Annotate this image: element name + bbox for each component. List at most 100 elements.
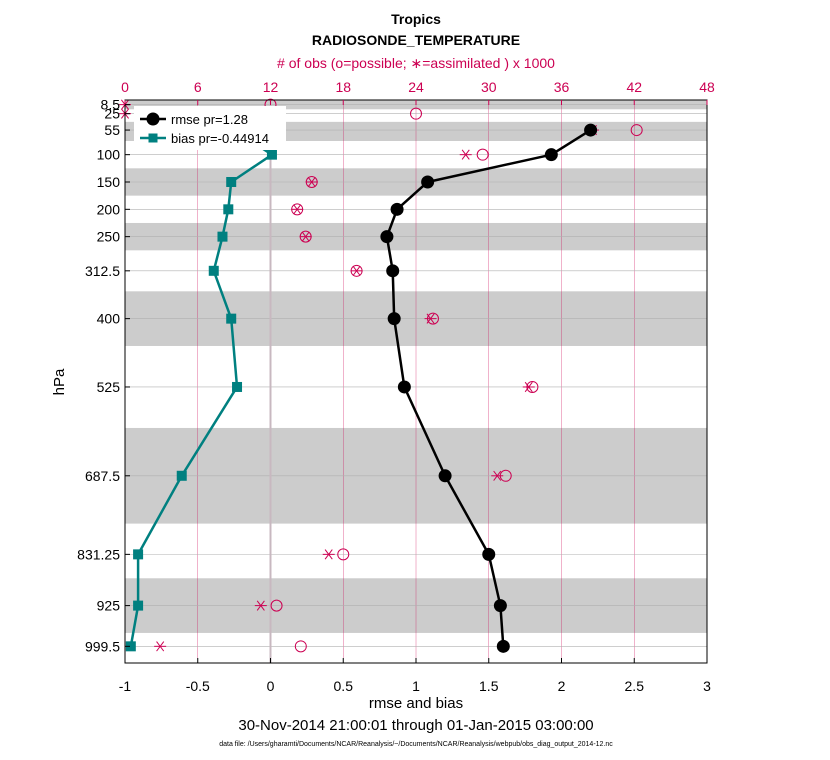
x-tick-label: 1.5 xyxy=(479,678,499,694)
top-tick-label: 6 xyxy=(194,79,202,95)
asterisk-stroke xyxy=(256,600,265,611)
asterisk-stroke xyxy=(493,470,502,481)
asterisk-stroke xyxy=(301,231,310,242)
obs-possible-marker xyxy=(410,107,422,120)
obs-assimilated-marker xyxy=(424,313,437,324)
asterisk-stroke xyxy=(426,313,435,324)
legend-bias-label: bias pr=-0.44914 xyxy=(171,131,269,146)
obs-assimilated-marker xyxy=(322,549,335,560)
obs-assimilated-marker xyxy=(350,265,363,276)
rmse-point xyxy=(386,264,400,278)
y-tick-label: 831.25 xyxy=(77,546,120,562)
rmse-point xyxy=(397,380,411,394)
rmse-point xyxy=(390,202,404,216)
y-tick-label: 200 xyxy=(97,201,121,217)
y-tick-label: 55 xyxy=(104,122,120,138)
obs-assimilated-marker xyxy=(154,641,167,652)
top-tick-label: 0 xyxy=(121,79,129,95)
obs-assimilated-marker xyxy=(522,381,535,393)
legend-rmse-marker xyxy=(146,112,160,126)
asterisk-stroke xyxy=(524,381,533,393)
y-tick-label: 250 xyxy=(97,229,121,245)
asterisk-stroke xyxy=(307,176,316,188)
x-tick-label: -0.5 xyxy=(186,678,210,694)
obs-possible-marker xyxy=(630,124,643,137)
y-tick-label: 100 xyxy=(97,147,121,163)
obs-assimilated-marker xyxy=(491,470,504,481)
obs-assimilated-marker xyxy=(299,231,312,242)
x-tick-label: -1 xyxy=(119,678,132,694)
top-tick-label: 48 xyxy=(699,79,715,95)
bias-point xyxy=(125,641,136,652)
y-axis-label: hPa xyxy=(51,368,68,395)
top-axis-ticks: 0 6 12 18 24 30 36 42 48 xyxy=(121,79,715,105)
bias-point xyxy=(133,600,144,611)
y-tick-label: 312.5 xyxy=(85,263,120,279)
rmse-point xyxy=(380,230,394,244)
legend-bias-marker xyxy=(148,133,158,143)
bias-point xyxy=(266,149,277,160)
rmse-point xyxy=(496,639,510,653)
bias-point xyxy=(223,204,234,215)
obs-possible-marker xyxy=(337,548,350,561)
top-tick-label: 18 xyxy=(335,79,351,95)
asterisk-stroke xyxy=(461,149,470,160)
asterisk-stroke xyxy=(156,641,165,652)
obs-assimilated-marker xyxy=(459,149,472,160)
legend: rmse pr=1.28 bias pr=-0.44914 xyxy=(134,106,286,150)
obs-assimilated-marker xyxy=(305,176,318,188)
top-tick-label: 12 xyxy=(263,79,279,95)
bias-series xyxy=(125,125,277,652)
obs-possible-marker xyxy=(476,148,489,161)
chart-title-variable: RADIOSONDE_TEMPERATURE xyxy=(312,32,520,48)
x-tick-label: 0 xyxy=(267,678,275,694)
bias-point xyxy=(217,231,228,242)
y-tick-label: 25 xyxy=(104,106,120,122)
bias-point xyxy=(208,265,219,276)
rmse-series xyxy=(380,123,598,653)
rmse-point xyxy=(482,547,496,561)
bias-point xyxy=(133,549,144,560)
asterisk-stroke xyxy=(352,265,361,276)
date-range-label: 30-Nov-2014 21:00:01 through 01-Jan-2015… xyxy=(238,717,593,734)
asterisk-stroke xyxy=(293,204,302,215)
observation-markers xyxy=(119,98,643,653)
obs-assimilated-marker xyxy=(291,204,304,215)
obs-possible-marker xyxy=(270,599,283,612)
asterisk-stroke xyxy=(324,549,333,560)
bottom-axis-ticks: -1 -0.5 0 0.5 1 1.5 2 2.5 3 xyxy=(119,658,711,694)
data-file-label: data file: /Users/gharamti/Documents/NCA… xyxy=(219,741,613,748)
rmse-point xyxy=(421,175,435,189)
y-tick-label: 687.5 xyxy=(85,468,120,484)
rmse-line xyxy=(385,129,592,647)
x-tick-label: 2.5 xyxy=(625,678,645,694)
legend-box xyxy=(134,106,286,150)
bias-point xyxy=(226,176,237,187)
rmse-point xyxy=(493,599,507,613)
bias-line xyxy=(129,129,274,647)
bias-point xyxy=(232,381,243,392)
top-axis-label: # of obs (o=possible; ∗=assimilated ) x … xyxy=(277,55,555,71)
obs-assimilated-marker xyxy=(254,600,267,611)
bias-point xyxy=(226,313,237,324)
rmse-point xyxy=(438,469,452,483)
top-tick-label: 36 xyxy=(554,79,570,95)
y-tick-label: 400 xyxy=(97,311,121,327)
y-tick-label: 8.5 xyxy=(101,97,121,113)
bias-point xyxy=(176,470,187,481)
y-tick-label: 999.5 xyxy=(85,638,120,654)
top-tick-label: 30 xyxy=(481,79,497,95)
rmse-point xyxy=(544,148,558,162)
legend-rmse-label: rmse pr=1.28 xyxy=(171,112,248,127)
obs-possible-marker xyxy=(294,640,307,653)
x-tick-label: 3 xyxy=(703,678,711,694)
x-tick-label: 0.5 xyxy=(334,678,354,694)
y-tick-label: 925 xyxy=(97,598,121,614)
top-tick-label: 24 xyxy=(408,79,424,95)
y-tick-label: 525 xyxy=(97,379,121,395)
x-tick-label: 2 xyxy=(558,678,566,694)
rmse-point xyxy=(584,123,598,137)
x-axis-label: rmse and bias xyxy=(369,695,463,712)
